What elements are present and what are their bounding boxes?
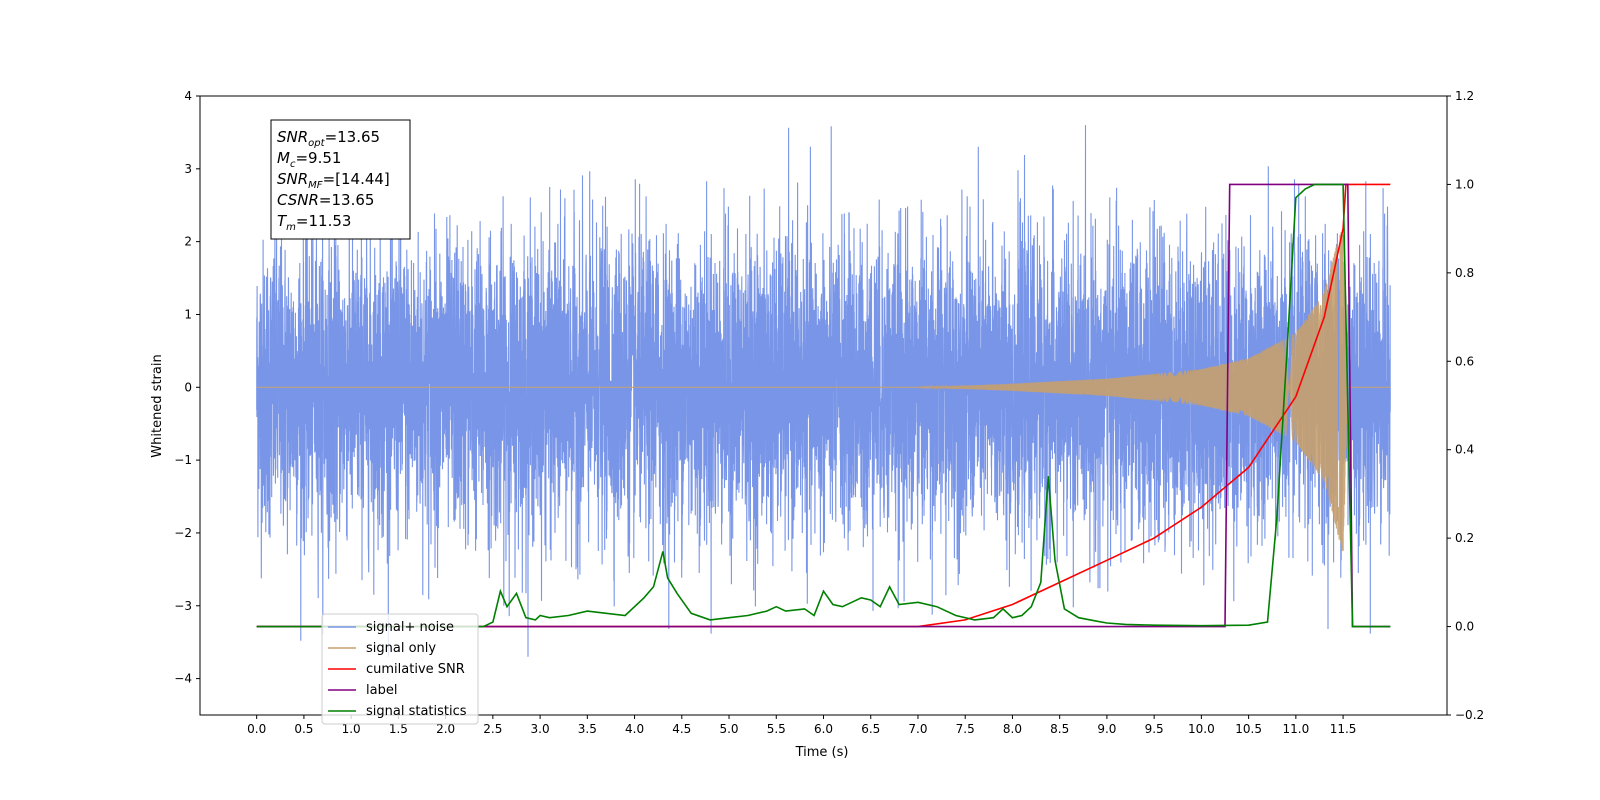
y-left-tick-label: −1 (174, 453, 192, 467)
y-axis-left: −4 −3 −2 −1 0 1 2 3 4 (174, 89, 200, 686)
series-signal-only-line (256, 232, 1391, 552)
x-tick-label: 7.5 (956, 722, 975, 736)
annotation-line: Mc=9.51 (277, 149, 341, 170)
y-left-tick-label: 3 (184, 162, 192, 176)
legend-label: signal statistics (366, 704, 467, 719)
x-tick-label: 11.0 (1282, 722, 1309, 736)
series-signal-noise-line (256, 125, 1391, 657)
legend-label: signal+ noise (366, 620, 454, 635)
x-tick-label: 9.5 (1145, 722, 1164, 736)
x-tick-label: 3.0 (531, 722, 550, 736)
y-left-tick-label: −4 (174, 672, 192, 686)
x-tick-label: 8.5 (1050, 722, 1069, 736)
x-tick-label: 7.0 (908, 722, 927, 736)
y-axis-right: −0.2 0.0 0.2 0.4 0.6 0.8 1.0 1.2 (1447, 89, 1484, 722)
y-left-tick-label: −2 (174, 526, 192, 540)
x-tick-label: 3.5 (578, 722, 597, 736)
annotation-box: SNRopt=13.65Mc=9.51SNRMF=[14.44]CSNR=13.… (270, 119, 411, 240)
x-tick-label: 2.5 (483, 722, 502, 736)
y-right-tick-label: 0.4 (1455, 443, 1474, 457)
series-cumulative-snr-line (256, 183, 1391, 628)
x-tick-label: 1.5 (389, 722, 408, 736)
y-right-tick-label: 0.6 (1455, 354, 1474, 368)
y-right-tick-label: 0.2 (1455, 531, 1474, 545)
y-left-tick-label: 4 (184, 89, 192, 103)
x-tick-label: 8.0 (1003, 722, 1022, 736)
x-tick-label: 6.0 (814, 722, 833, 736)
annotation-line: Tm=11.53 (277, 212, 351, 233)
x-tick-label: 5.0 (719, 722, 738, 736)
x-tick-label: 1.0 (342, 722, 361, 736)
x-tick-label: 11.5 (1330, 722, 1357, 736)
x-tick-label: 0.0 (247, 722, 266, 736)
y-right-tick-label: 1.0 (1455, 177, 1474, 191)
y-axis-label: Whitened strain (150, 354, 165, 457)
x-tick-label: 6.5 (861, 722, 880, 736)
y-right-tick-label: 0.0 (1455, 620, 1474, 634)
series-signal-statistics-line (256, 183, 1391, 628)
plot-area (256, 125, 1391, 657)
x-tick-label: 0.5 (294, 722, 313, 736)
y-left-tick-label: 0 (184, 380, 192, 394)
legend-label: label (366, 683, 397, 698)
y-right-tick-label: 1.2 (1455, 89, 1474, 103)
y-left-tick-label: −3 (174, 599, 192, 613)
legend-frame (321, 613, 479, 725)
annotation-line: SNRMF=[14.44] (277, 170, 390, 191)
x-tick-label: 4.0 (625, 722, 644, 736)
x-axis: 0.0 0.5 1.0 1.5 2.0 2.5 3.0 3.5 4.0 4.5 5.0 5.5 6.0 6… (247, 715, 1356, 736)
x-tick-label: 10.0 (1188, 722, 1215, 736)
y-right-tick-label: 0.8 (1455, 266, 1474, 280)
x-tick-label: 10.5 (1235, 722, 1262, 736)
legend-label: cumilative SNR (366, 662, 465, 677)
annotation-line: CSNR=13.65 (277, 191, 374, 209)
x-tick-label: 2.0 (436, 722, 455, 736)
y-left-tick-label: 1 (184, 307, 192, 321)
x-tick-label: 5.5 (767, 722, 786, 736)
y-right-tick-label: −0.2 (1455, 708, 1484, 722)
x-axis-label: Time (s) (795, 745, 849, 760)
annotation-box-frame (270, 119, 411, 240)
legend: signal+ noise signal only cumilative SNR la… (321, 613, 479, 725)
x-tick-label: 9.0 (1097, 722, 1116, 736)
annotation-line: SNRopt=13.65 (277, 128, 380, 149)
x-tick-label: 4.5 (672, 722, 691, 736)
y-left-tick-label: 2 (184, 235, 192, 249)
legend-label: signal only (366, 641, 436, 656)
